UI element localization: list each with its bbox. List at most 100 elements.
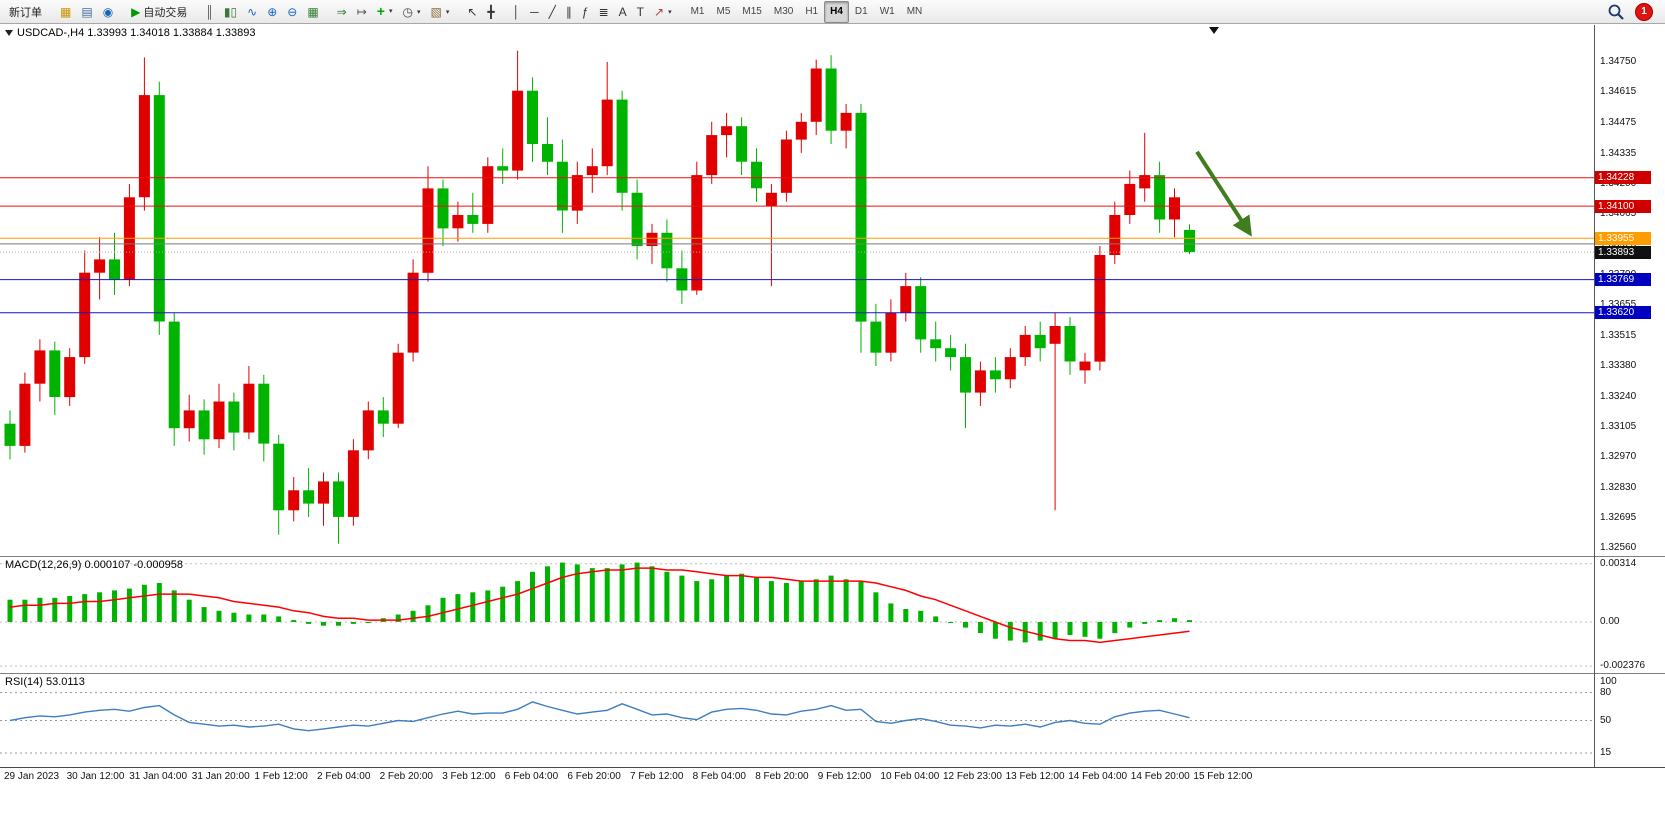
- market-watch-button[interactable]: ◉: [98, 1, 118, 23]
- text-label-button[interactable]: T: [632, 1, 649, 23]
- crosshair-icon: ╋: [487, 5, 495, 19]
- cycle-lines-icon: ≣: [598, 5, 609, 19]
- cursor-icon: ↖: [467, 5, 478, 19]
- line-chart-button[interactable]: ∿: [242, 1, 262, 23]
- autotrading-icon: ▶: [131, 5, 141, 19]
- horizontal-line-icon: ─: [530, 5, 539, 19]
- tile-windows-button[interactable]: ▦: [302, 1, 323, 23]
- fibonacci-button[interactable]: ƒ: [577, 1, 594, 23]
- text-icon: A: [618, 5, 627, 19]
- time-axis-label: 14 Feb 04:00: [1068, 771, 1128, 782]
- time-axis-label: 6 Feb 04:00: [504, 771, 559, 782]
- zoom-in-button[interactable]: ⊕: [262, 1, 282, 23]
- time-axis-label: 6 Feb 20:00: [567, 771, 621, 782]
- macd-axis-label: -0.002376: [1600, 660, 1646, 672]
- chart-title-text: USDCAD-,H4 1.33993 1.34018 1.33884 1.338…: [17, 27, 256, 39]
- horizontal-line-button[interactable]: ─: [525, 1, 544, 23]
- arrows-button[interactable]: ↗ ▾: [649, 1, 677, 23]
- chart-shift-button[interactable]: ↦: [352, 1, 372, 23]
- templates-icon: ▧: [430, 5, 442, 19]
- rsi-pane: RSI(14) 53.0113: [0, 673, 1665, 767]
- bar-chart-icon: ║: [205, 5, 214, 19]
- rsi-chart-canvas[interactable]: [0, 674, 1594, 767]
- trend-arrow-annotation[interactable]: [1195, 150, 1252, 237]
- rsi-axis-label: 15: [1600, 747, 1612, 759]
- fibonacci-icon: ƒ: [581, 5, 589, 19]
- rsi-indicator-label: RSI(14) 53.0113: [5, 676, 85, 688]
- vertical-line-button[interactable]: │: [508, 1, 526, 23]
- trendline-button[interactable]: ╱: [544, 1, 561, 23]
- indicators-button[interactable]: + ▾: [372, 0, 398, 22]
- periods-button[interactable]: ◷ ▾: [398, 1, 426, 23]
- search-icon[interactable]: [1607, 3, 1625, 21]
- timeframe-button-h1[interactable]: H1: [805, 6, 819, 17]
- candlestick-chart-button[interactable]: ▮▯: [219, 1, 242, 23]
- zoom-out-button[interactable]: ⊖: [282, 1, 302, 23]
- price-axis-label: 1.33105: [1600, 421, 1637, 433]
- channel-button[interactable]: ∥: [561, 1, 577, 23]
- chevron-down-icon: ▾: [416, 9, 421, 16]
- vertical-line-icon: │: [512, 5, 521, 19]
- bar-chart-button[interactable]: ║: [200, 1, 219, 23]
- time-axis-label: 8 Feb 20:00: [755, 771, 809, 782]
- price-chart-canvas[interactable]: [0, 25, 1594, 556]
- time-axis[interactable]: 29 Jan 2023 30 Jan 12:00 31 Jan 04:00 31 Ja…: [0, 767, 1665, 788]
- time-axis-label: 12 Feb 23:00: [943, 771, 1002, 782]
- macd-signal-line: [9, 567, 1190, 644]
- time-axis-label: 2 Feb 04:00: [317, 771, 371, 782]
- timeframe-button-mn[interactable]: MN: [906, 6, 923, 17]
- timeframe-button-m1[interactable]: M1: [690, 6, 705, 17]
- cursor-button[interactable]: ↖: [462, 1, 482, 23]
- market-watch-icon: ◉: [102, 5, 114, 19]
- autotrading-button[interactable]: ▶ 自动交易: [126, 1, 192, 23]
- time-axis-label: 14 Feb 20:00: [1130, 771, 1190, 782]
- zoom-in-icon: ⊕: [267, 5, 278, 19]
- price-axis-label: 1.32560: [1600, 542, 1637, 553]
- chart-title: USDCAD-,H4 1.33993 1.34018 1.33884 1.338…: [5, 27, 256, 39]
- price-level-badge: 1.33769: [1595, 273, 1651, 287]
- auto-scroll-button[interactable]: ⇒: [332, 1, 352, 23]
- timeframe-button-m30[interactable]: M30: [773, 6, 794, 17]
- chart-shift-icon: ↦: [356, 5, 367, 19]
- profiles-button[interactable]: ▤: [76, 1, 97, 23]
- time-axis-label: 9 Feb 12:00: [817, 771, 872, 782]
- timeframe-button-m5[interactable]: M5: [716, 6, 731, 17]
- toolbar-buttons: 新订单 ▦ ▤ ◉ ▶ 自动交易 ║ ▮▯ ∿ ⊕ ⊖ ▦ ⇒ ↦ + ▾ ◷ ▾ ▧ ▾ ↖ ╋ │ ─ ╱ ∥ ƒ ≣ A T ↗ ▾: [4, 0, 685, 23]
- bid-price-badge: 1.33893: [1595, 245, 1651, 259]
- toolbar-overflow-icon[interactable]: [1209, 27, 1219, 34]
- channel-icon: ∥: [565, 5, 572, 19]
- candlestick-chart-icon: ▮▯: [223, 5, 238, 19]
- time-axis-label: 15 Feb 12:00: [1193, 771, 1253, 782]
- candlestick-series: [4, 50, 1195, 544]
- price-pane: USDCAD-,H4 1.33993 1.34018 1.33884 1.338…: [0, 25, 1665, 556]
- macd-chart-canvas[interactable]: [0, 557, 1594, 673]
- chevron-down-icon: ▾: [388, 8, 393, 15]
- cycle-lines-button[interactable]: ≣: [594, 1, 614, 23]
- timeframe-button-h4[interactable]: H4: [824, 0, 849, 23]
- price-axis-label: 1.32830: [1600, 482, 1637, 494]
- time-axis-label: 29 Jan 2023: [4, 771, 60, 782]
- timeframe-button-w1[interactable]: W1: [879, 6, 895, 17]
- new-order-button[interactable]: 新订单: [4, 1, 47, 23]
- timeframe-button-d1[interactable]: D1: [854, 6, 868, 17]
- auto-scroll-icon: ⇒: [336, 5, 347, 19]
- charts-button[interactable]: ▦: [55, 1, 76, 23]
- timeframe-toolbar: M1 M5 M15 M30 H1 H4 D1 W1 MN: [685, 0, 929, 23]
- chevron-down-icon: ▾: [668, 9, 672, 16]
- chart-collapse-icon[interactable]: [5, 30, 13, 36]
- notification-badge[interactable]: 1: [1635, 2, 1653, 21]
- price-level-badge: 1.34100: [1595, 199, 1651, 213]
- price-axis-label: 1.34335: [1600, 147, 1637, 159]
- price-axis-label: 1.33655: [1600, 298, 1637, 310]
- timeframe-button-m15[interactable]: M15: [742, 6, 762, 17]
- time-axis-label: 1 Feb 12:00: [254, 771, 308, 782]
- crosshair-button[interactable]: ╋: [482, 1, 499, 23]
- rsi-axis-label: 80: [1600, 686, 1612, 698]
- time-axis-label: 3 Feb 12:00: [442, 771, 496, 782]
- time-axis-label: 13 Feb 12:00: [1005, 771, 1065, 782]
- periods-icon: ◷: [402, 5, 413, 19]
- templates-button[interactable]: ▧ ▾: [426, 1, 455, 23]
- text-button[interactable]: A: [614, 1, 632, 23]
- price-axis-label: 1.34750: [1600, 55, 1637, 67]
